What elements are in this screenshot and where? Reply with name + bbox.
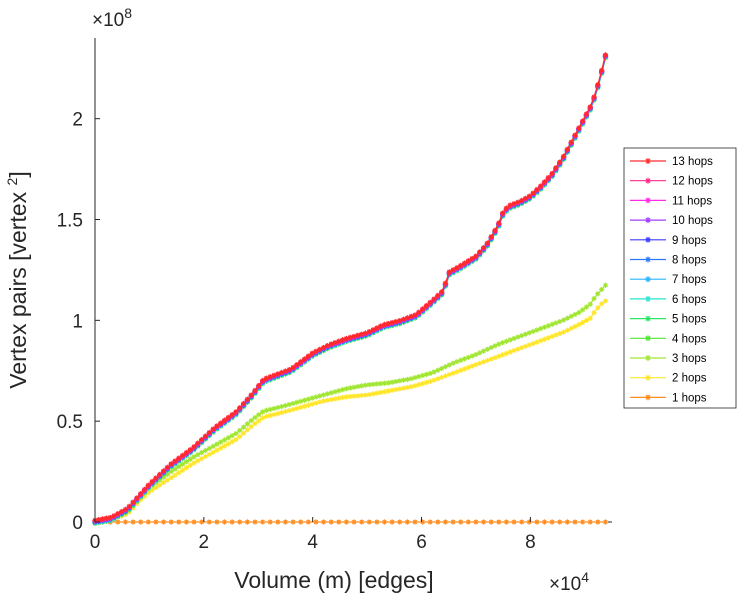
x-exponent-label: ×104 xyxy=(549,569,589,595)
svg-text:4 hops: 4 hops xyxy=(672,333,707,345)
legend-item-8-hops: 8 hops xyxy=(630,255,707,267)
series-8-hops xyxy=(92,53,609,525)
series-2-hops xyxy=(92,298,609,525)
x-tick-label-0: 0 xyxy=(90,532,101,553)
x-tick-label-1: 2 xyxy=(199,532,210,553)
legend-item-12-hops: 12 hops xyxy=(630,176,713,188)
y-tick-label-3: 1.5 xyxy=(57,211,83,232)
legend-item-2-hops: 2 hops xyxy=(630,373,707,385)
series-11-hops xyxy=(92,52,609,524)
series-7-hops xyxy=(92,54,609,525)
svg-text:12 hops: 12 hops xyxy=(672,176,713,188)
legend-item-1-hops: 1 hops xyxy=(630,392,707,404)
x-axis-title: Volume (m) [edges] xyxy=(234,567,433,593)
series-9-hops xyxy=(92,53,609,525)
y-axis-title: Vertex pairs [vertex 2] xyxy=(4,171,31,388)
series-12-hops xyxy=(92,52,609,524)
legend-item-3-hops: 3 hops xyxy=(630,353,707,365)
x-tick-label-4: 8 xyxy=(525,532,536,553)
y-tick-label-4: 2 xyxy=(72,110,83,131)
legend-item-6-hops: 6 hops xyxy=(630,294,707,306)
svg-text:11 hops: 11 hops xyxy=(672,195,712,207)
svg-text:7 hops: 7 hops xyxy=(672,274,707,286)
svg-text:9 hops: 9 hops xyxy=(672,235,707,247)
x-tick-label-2: 4 xyxy=(307,532,318,553)
series-4-hops xyxy=(92,55,609,526)
series-3-hops xyxy=(92,282,609,525)
svg-text:13 hops: 13 hops xyxy=(672,156,713,168)
legend-item-10-hops: 10 hops xyxy=(630,215,713,227)
svg-text:5 hops: 5 hops xyxy=(672,314,707,326)
svg-text:2 hops: 2 hops xyxy=(672,373,707,385)
legend-item-13-hops: 13 hops xyxy=(630,156,713,168)
legend-item-9-hops: 9 hops xyxy=(630,235,707,247)
series-1-hops xyxy=(92,519,609,525)
y-exponent-label: ×108 xyxy=(92,5,132,31)
y-tick-label-0: 0 xyxy=(72,513,83,534)
legend-item-5-hops: 5 hops xyxy=(630,314,707,326)
y-tick-label-1: 0.5 xyxy=(57,412,83,433)
svg-text:3 hops: 3 hops xyxy=(672,353,707,365)
legend-item-4-hops: 4 hops xyxy=(630,333,707,345)
series-13-hops xyxy=(92,52,609,523)
legend-box xyxy=(623,147,737,409)
svg-text:1 hops: 1 hops xyxy=(672,392,707,404)
legend: 13 hops 12 hops 11 hops 10 hops 9 hops 8 hops… xyxy=(623,147,737,409)
series-6-hops xyxy=(92,54,609,526)
legend-items: 13 hops 12 hops 11 hops 10 hops 9 hops 8 hops… xyxy=(630,156,713,404)
svg-text:6 hops: 6 hops xyxy=(672,294,707,306)
tick-layer: 0 2 4 6 8 0 0.5 1 1.5 2 xyxy=(57,110,536,553)
series-layer xyxy=(92,52,609,526)
svg-text:10 hops: 10 hops xyxy=(672,215,713,227)
series-5-hops xyxy=(92,55,609,526)
x-tick-label-3: 6 xyxy=(416,532,427,553)
series-10-hops xyxy=(92,53,609,524)
y-tick-label-2: 1 xyxy=(72,311,83,332)
legend-item-11-hops: 11 hops xyxy=(630,195,712,207)
svg-text:8 hops: 8 hops xyxy=(672,255,707,267)
legend-item-7-hops: 7 hops xyxy=(630,274,707,286)
